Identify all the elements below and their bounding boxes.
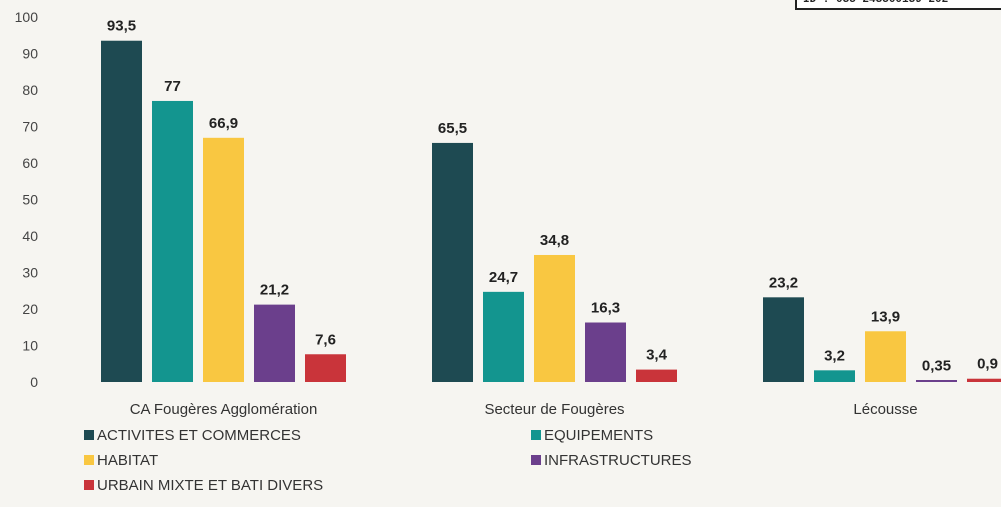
legend-swatch [84,455,94,465]
legend-swatch [84,430,94,440]
legend-swatch [531,430,541,440]
bar [432,142,473,382]
bar [483,291,524,382]
y-tick-label: 50 [22,192,38,208]
y-tick-label: 100 [15,9,39,25]
data-label: 3,2 [824,347,845,364]
y-tick-label: 90 [22,46,38,62]
data-label: 13,9 [871,308,900,325]
y-tick-label: 80 [22,82,38,98]
data-label: 34,8 [540,232,569,249]
bar [203,137,244,382]
legend-entry: INFRASTRUCTURES [544,452,692,469]
y-tick-label: 10 [22,338,38,354]
bar [534,254,575,382]
data-label: 21,2 [260,282,289,299]
data-label: 16,3 [591,300,620,317]
bar [254,304,295,382]
bar [152,100,193,382]
bar [967,378,1001,382]
bar [585,322,626,382]
data-label: 7,6 [315,331,336,348]
data-label: 66,9 [209,115,238,132]
data-label: 0,35 [922,358,951,375]
legend-entry: URBAIN MIXTE ET BATI DIVERS [97,477,323,494]
bar [763,297,804,382]
legend-entry: EQUIPEMENTS [544,427,653,444]
legend-entry: ACTIVITES ET COMMERCES [97,427,301,444]
data-label: 77 [164,78,181,95]
category-label: CA Fougères Agglomération [130,401,318,418]
y-tick-label: 30 [22,265,38,281]
legend-entry: HABITAT [97,452,158,469]
y-tick-label: 0 [30,374,38,390]
bar [305,354,346,382]
y-tick-label: 70 [22,119,38,135]
data-label: 65,5 [438,120,467,137]
y-tick-label: 40 [22,228,38,244]
data-label: 3,4 [646,347,668,364]
legend-swatch [84,480,94,490]
bar [916,380,957,382]
y-tick-label: 60 [22,155,38,171]
category-label: Lécousse [853,401,917,418]
data-label: 24,7 [489,269,518,286]
category-label: Secteur de Fougères [484,401,624,418]
bar [814,370,855,382]
id-stamp: ID : 035-243500139-202 [795,0,1001,10]
y-tick-label: 20 [22,301,38,317]
data-label: 23,2 [769,274,798,291]
bar [636,369,677,382]
data-label: 0,9 [977,356,998,373]
legend-swatch [531,455,541,465]
bar [101,40,142,382]
data-label: 93,5 [107,18,136,35]
bar [865,331,906,382]
